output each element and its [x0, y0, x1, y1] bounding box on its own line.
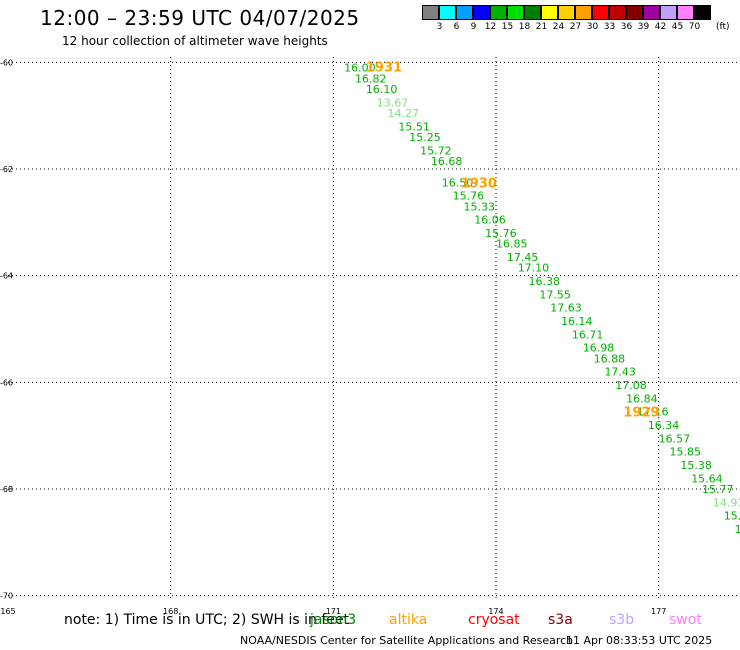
legend-color-1: [439, 5, 456, 20]
wave-height-point: 17.16: [637, 406, 669, 419]
y-tick-label: -60: [0, 58, 13, 67]
legend-label: 24: [552, 22, 565, 32]
legend-color-7: [541, 5, 558, 20]
wave-height-point: 17.63: [550, 302, 582, 315]
chart-title: 12:00 – 23:59 UTC 04/07/2025: [40, 6, 360, 30]
y-tick-label: -68: [0, 485, 13, 494]
y-tick-label: -64: [0, 272, 13, 281]
color-scale-legend: 3 6 9 12 15 18 21 24 27 30 33 36 39 42 45 70 (ft): [422, 5, 730, 33]
legend-label: 42: [654, 22, 667, 32]
wave-height-point: 17.45: [507, 251, 539, 264]
legend-label: 70: [688, 22, 701, 32]
wave-height-point: 16.84: [626, 392, 658, 405]
legend-color-16: [694, 5, 711, 20]
wave-height-point: 15.25: [409, 131, 441, 144]
x-tick-label: 171: [326, 607, 341, 616]
legend-label: 15: [501, 22, 514, 32]
wave-height-point: 15.76: [485, 227, 516, 240]
legend-color-13: [643, 5, 660, 20]
wave-height-point: 16.57: [659, 432, 691, 445]
legend-label: 9: [470, 22, 477, 32]
legend-color-8: [558, 5, 575, 20]
satellite-altika: altika: [389, 612, 428, 628]
legend-color-4: [490, 5, 507, 20]
wave-height-point: 16.88: [594, 352, 626, 365]
wave-height-point: 16.68: [431, 155, 463, 168]
orbit-number-label: 1931: [366, 61, 402, 76]
wave-height-point: 16.98: [583, 342, 615, 355]
wave-height-point: 17.10: [518, 262, 550, 275]
legend-color-15: [677, 5, 694, 20]
y-tick-label: -66: [0, 378, 13, 387]
wave-height-point: 16.00: [344, 62, 376, 75]
legend-label: 39: [637, 22, 650, 32]
footer-note: note: 1) Time is in UTC; 2) SWH is in fe…: [64, 612, 350, 628]
y-tick-label: -62: [0, 165, 13, 174]
y-tick-label: -70: [0, 592, 13, 601]
wave-height-point: 15.85: [670, 446, 702, 459]
wave-height-point: 16.06: [474, 214, 506, 227]
legend-color-9: [575, 5, 592, 20]
wave-height-point: 15.33: [463, 200, 495, 213]
legend-label: 33: [603, 22, 616, 32]
satellite-swot: swot: [669, 612, 702, 628]
legend-label: 21: [535, 22, 548, 32]
legend-color-6: [524, 5, 541, 20]
wave-height-point: 16.10: [366, 83, 398, 96]
satellite-s3b: s3b: [609, 612, 635, 628]
chart-subtitle: 12 hour collection of altimeter wave hei…: [62, 34, 328, 48]
legend-label: 45: [671, 22, 684, 32]
wave-height-point: 16.71: [572, 328, 604, 341]
satellite-s3a: s3a: [548, 612, 573, 628]
orbit-number-label: 1930: [461, 176, 497, 191]
legend-label: 6: [453, 22, 460, 32]
legend-label: 12: [484, 22, 497, 32]
wave-height-point: 17.55: [539, 288, 571, 301]
satellite-jason3: jason3: [310, 612, 357, 628]
x-tick-label: 177: [651, 607, 666, 616]
legend-color-11: [609, 5, 626, 20]
legend-unit: (ft): [716, 22, 730, 32]
wave-height-point: 15.72: [420, 144, 452, 157]
wave-height-point: 13.67: [377, 96, 409, 109]
satellite-cryosat: cryosat: [468, 612, 520, 628]
orbit-number-label: 1929: [623, 406, 659, 421]
wave-height-point: 16.34: [648, 419, 680, 432]
legend-color-10: [592, 5, 609, 20]
generated-timestamp: 11 Apr 08:33:53 UTC 2025: [566, 634, 713, 647]
wave-height-point: 17.43: [604, 366, 636, 379]
wave-height-point: 15.76: [453, 190, 485, 203]
x-tick-label: 165: [0, 607, 15, 616]
legend-color-12: [626, 5, 643, 20]
legend-color-14: [660, 5, 677, 20]
legend-label: 27: [569, 22, 582, 32]
legend-label: 36: [620, 22, 633, 32]
wave-height-point: 15.51: [398, 120, 430, 133]
x-tick-label: 174: [488, 607, 503, 616]
wave-height-point: 16.82: [355, 72, 387, 85]
wave-height-point: 15.18: [724, 510, 740, 523]
x-tick-label: 168: [163, 607, 178, 616]
wave-height-point: 15.38: [680, 459, 712, 472]
wave-height-point: 17.08: [615, 379, 647, 392]
credit-text: NOAA/NESDIS Center for Satellite Applica…: [240, 634, 574, 647]
wave-height-point: 16.85: [496, 238, 528, 251]
legend-label: 3: [436, 22, 443, 32]
wave-height-point: 14.91: [713, 496, 740, 509]
legend-color-5: [507, 5, 524, 20]
legend-label: 18: [518, 22, 531, 32]
wave-height-point: 16.50: [442, 176, 474, 189]
wave-height-point: 14.27: [388, 107, 420, 120]
wave-height-point: 15.77: [702, 483, 734, 496]
wave-height-point: 15.64: [691, 472, 723, 485]
legend-label: 30: [586, 22, 599, 32]
wave-height-point: 16.38: [529, 275, 561, 288]
wave-height-point: 16.14: [561, 315, 593, 328]
wave-height-point: 15: [735, 523, 740, 536]
legend-color-0: [422, 5, 439, 20]
legend-color-2: [456, 5, 473, 20]
legend-color-3: [473, 5, 490, 20]
